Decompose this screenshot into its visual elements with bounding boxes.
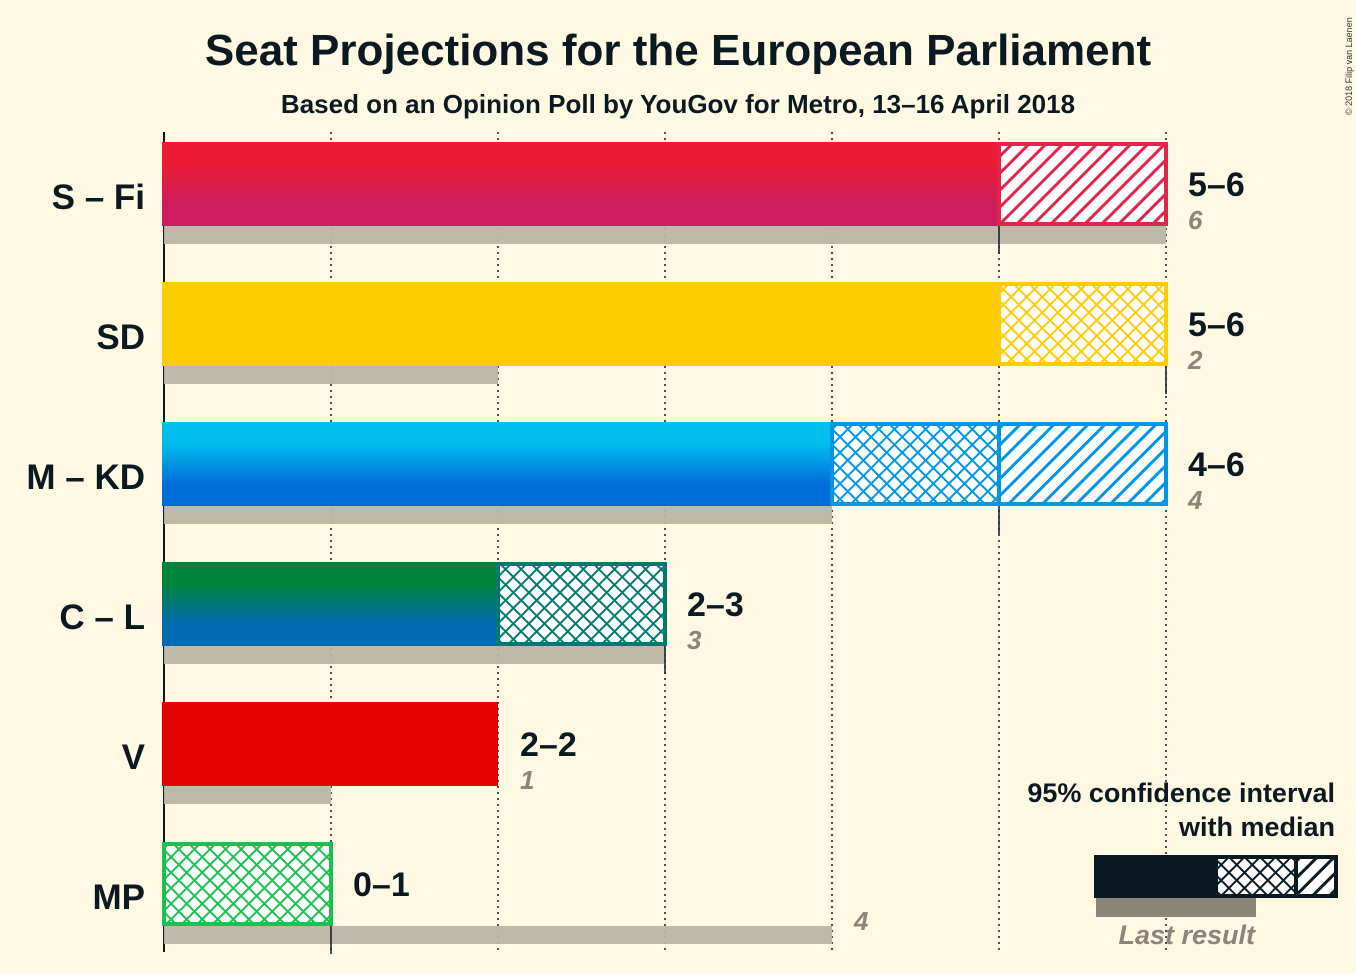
chart-title: Seat Projections for the European Parlia…	[205, 26, 1152, 75]
party-label: SD	[96, 318, 145, 357]
party-label: V	[122, 738, 146, 777]
range-label: 0–1	[353, 866, 410, 904]
party-row: V 2–21	[122, 702, 577, 804]
confidence-median-bar	[162, 842, 333, 926]
last-result-label: 3	[687, 625, 702, 655]
party-row: S – Fi 5–66	[52, 142, 1245, 254]
range-label: 2–2	[520, 726, 577, 764]
legend-solid-bar	[1094, 855, 1216, 898]
last-result-label: 6	[1188, 205, 1203, 235]
confidence-solid-bar	[162, 422, 832, 506]
confidence-solid-bar	[162, 142, 999, 226]
last-result-bar	[164, 926, 832, 944]
confidence-median-bar	[830, 422, 1001, 506]
party-label: C – L	[59, 598, 145, 637]
range-label: 2–3	[687, 586, 744, 624]
legend-hatch-bar	[1294, 855, 1338, 898]
range-label: 5–6	[1188, 306, 1245, 344]
confidence-upper-bar	[997, 422, 1168, 506]
legend: 95% confidence interval with median Last…	[1027, 778, 1338, 950]
confidence-median-bar	[997, 282, 1168, 366]
party-row: C – L 2–33	[59, 562, 744, 674]
party-label: MP	[93, 878, 146, 917]
legend-median-cross-bar	[1214, 855, 1298, 898]
chart-subtitle: Based on an Opinion Poll by YouGov for M…	[281, 89, 1075, 119]
copyright-notice: © 2018 Filip van Laenen	[1344, 17, 1354, 115]
party-label: M – KD	[26, 458, 145, 497]
last-result-bar	[164, 226, 1166, 244]
legend-last-result-bar	[1096, 896, 1256, 917]
last-result-label: 4	[853, 906, 869, 936]
grid-lines	[163, 132, 1167, 952]
legend-last-result-label: Last result	[1118, 920, 1256, 950]
legend-title-line2: with median	[1178, 812, 1335, 842]
last-result-label: 1	[520, 765, 534, 795]
range-label: 5–6	[1188, 166, 1245, 204]
party-row: M – KD 4–64	[26, 422, 1245, 534]
range-label: 4–6	[1188, 446, 1245, 484]
last-result-bar	[164, 646, 665, 664]
legend-title-line1: 95% confidence interval	[1027, 778, 1335, 808]
confidence-solid-bar	[162, 702, 498, 786]
last-result-bar	[164, 366, 498, 384]
party-row: SD 5–62	[96, 282, 1245, 394]
last-result-label: 4	[1187, 485, 1203, 515]
party-label: S – Fi	[52, 178, 145, 217]
confidence-solid-bar	[162, 282, 999, 366]
last-result-bar	[164, 786, 331, 804]
last-result-label: 2	[1187, 345, 1203, 375]
confidence-solid-bar	[162, 562, 498, 646]
last-result-bar	[164, 506, 832, 524]
confidence-median-bar	[496, 562, 667, 646]
party-row: MP 0–1 4	[93, 842, 869, 954]
confidence-upper-bar	[997, 142, 1168, 226]
